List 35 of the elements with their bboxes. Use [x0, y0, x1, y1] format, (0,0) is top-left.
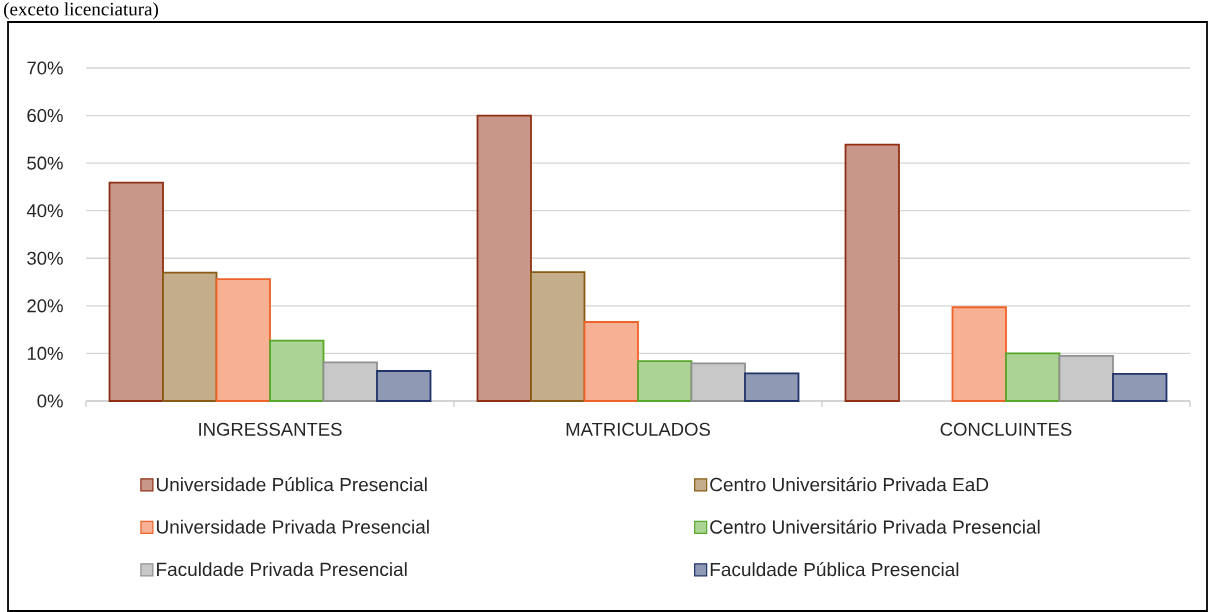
legend-label: Universidade Pública Presencial — [156, 477, 427, 492]
bar — [951, 306, 1007, 402]
x-tick-label: CONCLUINTES — [940, 422, 1072, 436]
bar — [322, 361, 378, 402]
bar — [108, 181, 164, 402]
legend-label: Centro Universitário Privada Presencial — [710, 519, 1040, 534]
chart-title: (exceto licenciatura) — [4, 2, 159, 20]
y-tick-label: 70% — [27, 61, 63, 75]
x-tick-label: MATRICULADOS — [566, 422, 710, 436]
y-tick-label: 0% — [37, 394, 63, 408]
legend-label: Faculdade Pública Presencial — [710, 562, 959, 577]
bar — [162, 271, 218, 402]
y-tick-label: 40% — [26, 204, 63, 218]
bar — [744, 372, 800, 402]
bar — [1112, 372, 1168, 402]
y-tick-label: 50% — [27, 156, 63, 170]
legend-label: Faculdade Privada Presencial — [157, 562, 407, 577]
bar — [690, 362, 746, 402]
y-tick-label: 60% — [27, 109, 63, 123]
bar — [530, 271, 586, 402]
bar — [844, 143, 900, 402]
legend-label: Universidade Privada Presencial — [156, 519, 429, 534]
y-tick-label: 30% — [27, 251, 63, 265]
y-tick-label: 10% — [27, 346, 63, 360]
x-tick-label: INGRESSANTES — [199, 422, 342, 436]
y-tick-label: 20% — [27, 299, 63, 313]
bar — [476, 114, 532, 402]
bar — [269, 339, 325, 402]
legend-label: Centro Universitário Privada EaD — [710, 477, 989, 492]
bar — [637, 360, 693, 402]
bar — [583, 321, 639, 402]
bar — [1058, 354, 1114, 402]
bar — [1005, 352, 1061, 402]
bar — [376, 370, 432, 402]
bar — [215, 278, 271, 402]
